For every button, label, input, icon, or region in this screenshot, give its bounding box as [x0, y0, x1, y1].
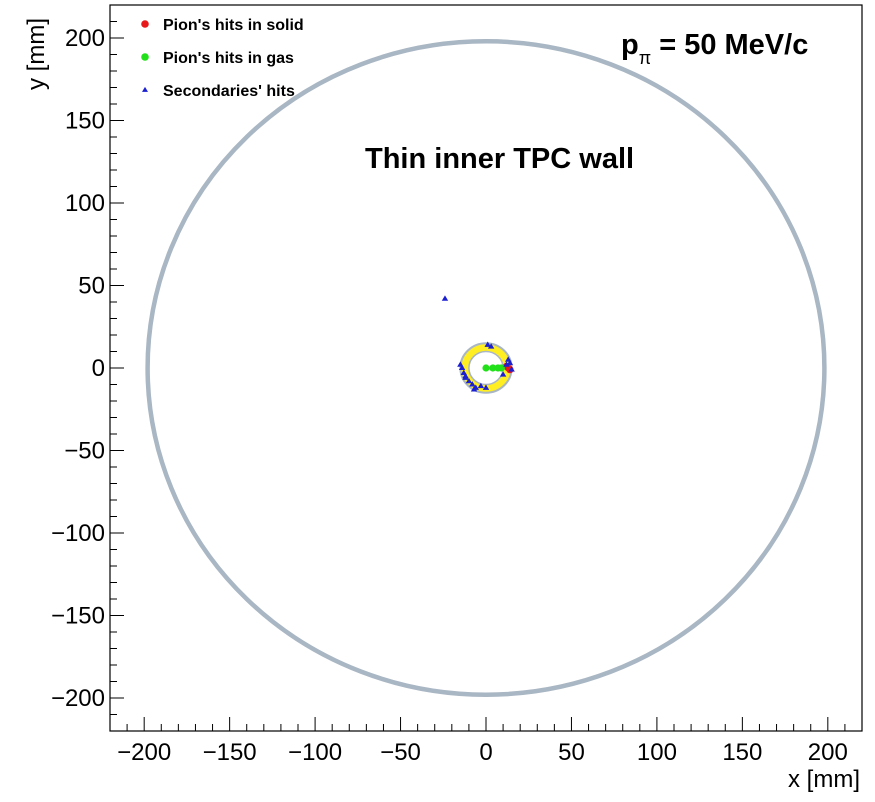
- data-point: [477, 382, 485, 389]
- x-tick-label: 200: [808, 739, 848, 766]
- data-point: [470, 386, 478, 392]
- x-axis-label: x [mm]: [788, 766, 860, 793]
- axis-tick-labels: −200 −150 −100 −50 0 50 100 150 200 −200 −150 −100 −…: [51, 25, 848, 766]
- x-tick-label: −100: [288, 739, 342, 766]
- legend-item: Secondaries' hits: [142, 83, 295, 100]
- data-point: [482, 384, 490, 390]
- momentum-symbol: p: [621, 29, 639, 61]
- data-point: [441, 295, 449, 301]
- y-tick-label: −50: [64, 438, 105, 465]
- x-tick-label: 150: [722, 739, 762, 766]
- data-point: [497, 364, 505, 372]
- data-point: [462, 374, 469, 380]
- y-tick-label: 50: [78, 273, 105, 300]
- data-point: [506, 359, 514, 366]
- legend-marker: [142, 86, 148, 92]
- legend-label: Pion's hits in gas: [163, 50, 294, 67]
- momentum-subscript: π: [639, 48, 651, 68]
- x-tick-label: −150: [203, 739, 257, 766]
- momentum-annotation: pπ = 50 MeV/c: [621, 29, 808, 68]
- x-tick-label: −200: [117, 739, 171, 766]
- data-point: [489, 364, 497, 372]
- x-tick-label: 0: [479, 739, 492, 766]
- hit-markers: [441, 295, 515, 392]
- legend-item: Pion's hits in gas: [141, 50, 294, 67]
- y-tick-label: −200: [51, 685, 105, 712]
- y-tick-label: 200: [65, 25, 105, 52]
- data-point: [503, 361, 510, 367]
- y-tick-label: −150: [51, 603, 105, 630]
- legend-item: Pion's hits in solid: [141, 17, 304, 34]
- y-tick-label: −100: [51, 520, 105, 547]
- data-point: [458, 364, 466, 371]
- series-2: [441, 295, 515, 392]
- y-tick-label: 0: [92, 355, 105, 382]
- outer-tpc-circle: [145, 39, 827, 697]
- x-tick-label: −50: [380, 739, 421, 766]
- data-point: [465, 377, 473, 384]
- legend-marker: [141, 53, 149, 61]
- legend: Pion's hits in solid Pion's hits in gas Se…: [141, 17, 304, 100]
- axis-ticks: [109, 4, 863, 732]
- data-point: [487, 343, 495, 349]
- legend-label: Pion's hits in solid: [163, 17, 304, 34]
- data-point: [469, 381, 476, 387]
- data-point: [505, 356, 512, 362]
- data-point: [508, 366, 515, 372]
- y-tick-label: 100: [65, 190, 105, 217]
- wall-label: Thin inner TPC wall: [365, 143, 634, 175]
- x-tick-label: 50: [558, 739, 585, 766]
- data-point: [484, 341, 491, 347]
- y-axis-label: y [mm]: [23, 18, 50, 90]
- series-1: [482, 364, 505, 372]
- data-point: [482, 364, 490, 372]
- x-tick-label: 100: [637, 739, 677, 766]
- legend-label: Secondaries' hits: [163, 83, 295, 100]
- legend-marker: [141, 20, 149, 28]
- y-tick-label: 150: [65, 108, 105, 135]
- data-point: [457, 361, 464, 367]
- momentum-value: = 50 MeV/c: [651, 29, 808, 61]
- data-point: [499, 371, 507, 377]
